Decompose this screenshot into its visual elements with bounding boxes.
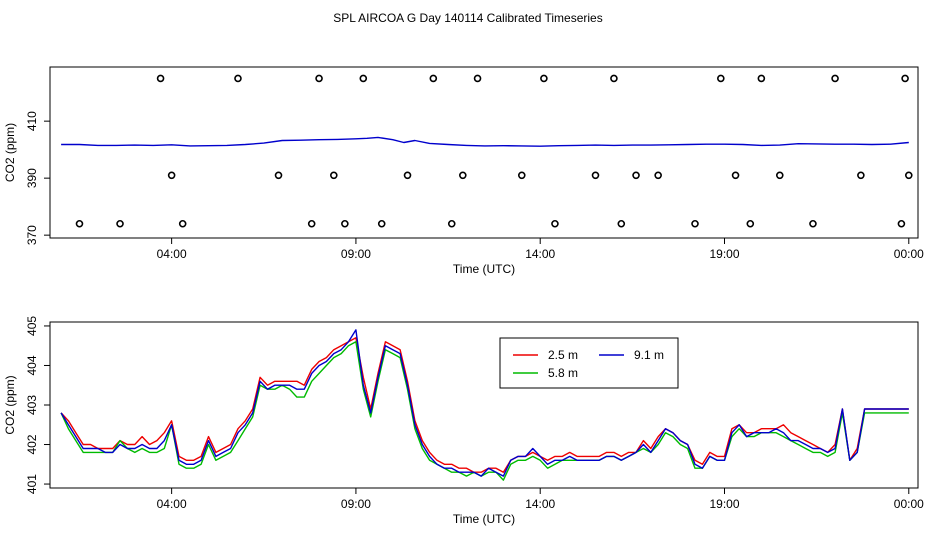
x-tick-label: 14:00	[525, 247, 555, 261]
series-line-5-8-m	[60, 341, 909, 481]
data-point-marker	[178, 219, 187, 228]
data-point-marker	[330, 171, 338, 180]
y-tick-label: 402	[25, 434, 39, 454]
data-point-marker	[857, 171, 865, 180]
x-axis-label: Time (UTC)	[453, 262, 515, 276]
series-line-9-1-m	[60, 329, 909, 477]
data-point-marker	[610, 74, 618, 83]
plot-frame	[49, 66, 919, 239]
y-axis-label: CO2 (ppm)	[3, 375, 17, 434]
x-tick-label: 04:00	[157, 497, 187, 511]
series-line-CO2-line	[61, 136, 909, 147]
data-point-marker	[473, 74, 482, 83]
y-tick-label: 404	[25, 355, 39, 375]
y-tick-label: 370	[25, 225, 39, 245]
data-point-marker	[377, 219, 386, 228]
data-point-marker	[897, 219, 906, 228]
data-point-marker	[274, 171, 283, 180]
data-point-marker	[775, 171, 784, 180]
bottom-panel: 04:00 09:00 14:00 19:00 00:00 401 402 403 404 405…	[3, 316, 924, 526]
y-tick-label: 401	[25, 474, 39, 494]
x-tick-label: 19:00	[709, 247, 739, 261]
legend-label: 9.1 m	[634, 348, 664, 362]
x-tick-label: 00:00	[894, 247, 924, 261]
data-point-marker	[315, 74, 323, 83]
data-point-marker	[901, 74, 909, 83]
x-tick-label: 04:00	[157, 247, 187, 261]
data-point-marker	[746, 219, 755, 228]
x-tick-label: 19:00	[709, 497, 739, 511]
data-point-marker	[403, 171, 412, 180]
data-point-marker	[234, 74, 242, 83]
data-point-marker	[429, 74, 438, 83]
data-point-marker	[632, 171, 640, 180]
data-point-marker	[517, 171, 526, 180]
y-tick-label: 390	[25, 168, 39, 188]
figure-title: SPL AIRCOA G Day 140114 Calibrated Times…	[333, 11, 602, 25]
data-point-marker	[691, 219, 699, 228]
legend: 2.5 m 9.1 m 5.8 m	[499, 337, 679, 389]
x-tick-label: 00:00	[894, 497, 924, 511]
data-point-marker	[116, 219, 124, 228]
data-point-marker	[307, 219, 316, 228]
data-point-marker	[904, 171, 913, 180]
data-point-marker	[654, 171, 662, 180]
series-line-2-5-m	[60, 337, 909, 473]
data-point-marker	[551, 219, 559, 228]
data-point-marker	[156, 74, 165, 83]
legend-label: 5.8 m	[548, 366, 578, 380]
data-point-marker	[831, 74, 839, 83]
data-point-marker	[717, 74, 725, 83]
y-tick-label: 405	[25, 316, 39, 336]
plot-frame	[49, 321, 919, 489]
top-panel: 04:00 09:00 14:00 19:00 00:00 370 390 410 Time (…	[3, 66, 924, 276]
data-point-marker	[75, 219, 84, 228]
data-point-marker	[459, 171, 467, 180]
data-point-marker	[341, 219, 349, 228]
legend-box	[499, 337, 679, 389]
data-point-marker	[809, 219, 817, 228]
data-point-marker	[540, 74, 548, 83]
x-tick-label: 09:00	[341, 497, 371, 511]
x-axis-label: Time (UTC)	[453, 512, 515, 526]
data-point-marker	[757, 74, 766, 83]
data-point-marker	[591, 171, 600, 180]
data-point-marker	[731, 171, 740, 180]
data-point-marker	[359, 74, 368, 83]
y-tick-label: 410	[25, 111, 39, 131]
x-tick-label: 14:00	[525, 497, 555, 511]
x-tick-label: 09:00	[341, 247, 371, 261]
y-tick-label: 403	[25, 395, 39, 415]
legend-label: 2.5 m	[548, 348, 578, 362]
data-point-marker	[167, 171, 176, 180]
data-point-marker	[617, 219, 626, 228]
y-axis-label: CO2 (ppm)	[3, 123, 17, 182]
data-point-marker	[447, 219, 456, 228]
